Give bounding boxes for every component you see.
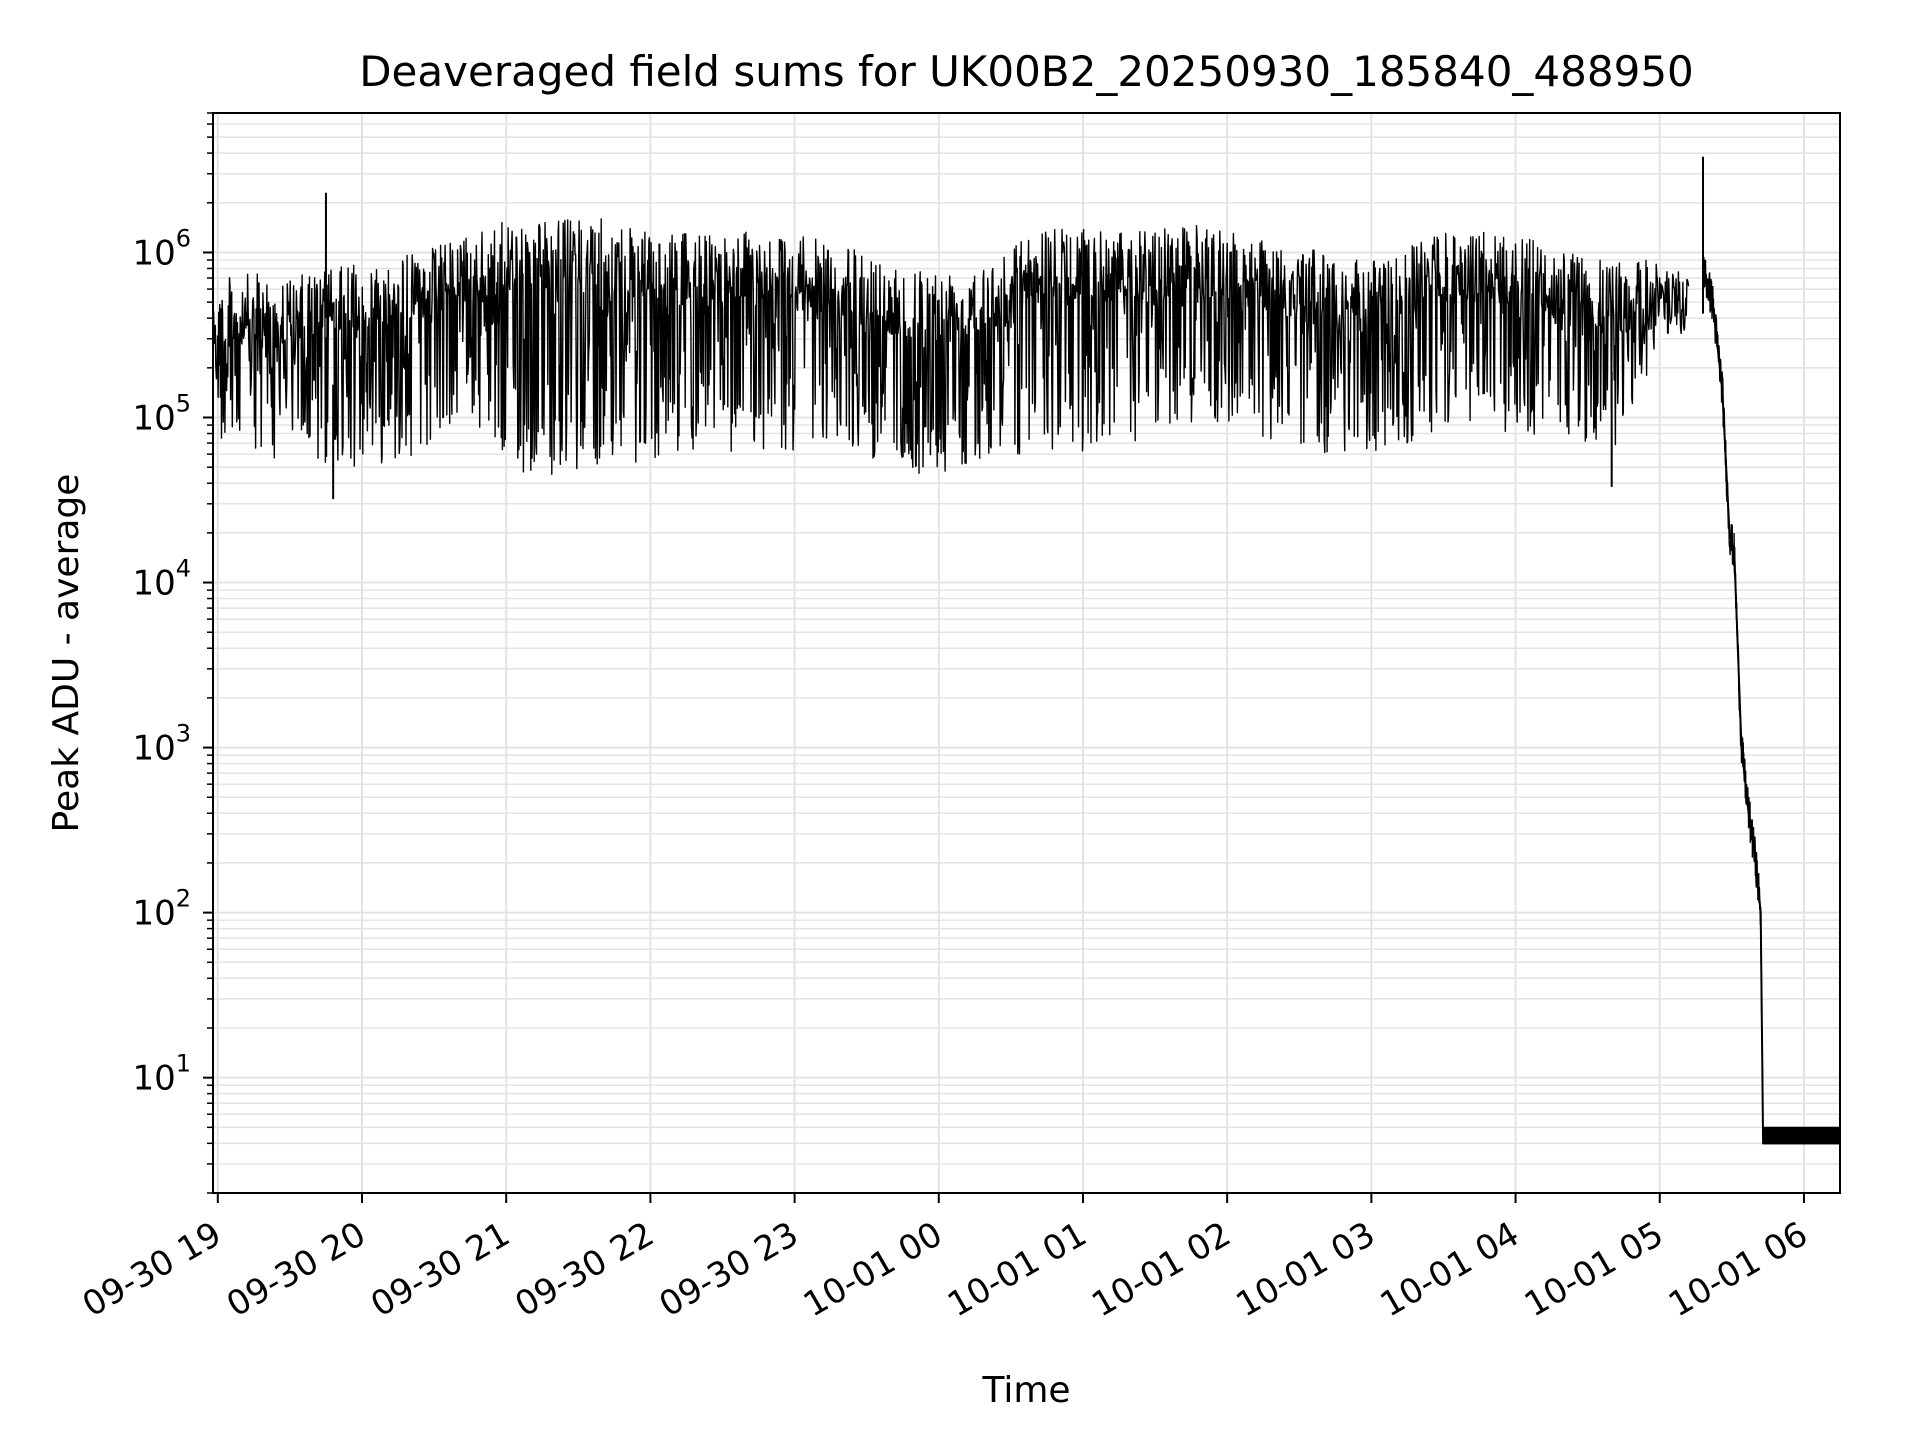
y-tick-exponent: 3 <box>176 720 191 748</box>
data-series-line <box>213 218 1690 475</box>
y-tick-exponent: 6 <box>176 224 191 252</box>
plot-frame <box>212 112 1841 1194</box>
y-tick-label: 101 <box>132 1050 191 1099</box>
x-axis-label: Time <box>981 1370 1070 1411</box>
y-tick-base: 10 <box>132 729 175 769</box>
y-tick-label: 104 <box>132 555 191 604</box>
y-tick-base: 10 <box>132 233 175 273</box>
data-decay-jitter <box>1702 256 1764 1133</box>
y-tick-label: 102 <box>132 885 191 934</box>
y-tick-label: 105 <box>132 390 191 439</box>
y-tick-base: 10 <box>132 1059 175 1099</box>
grid-layer <box>213 112 1840 1194</box>
y-tick-label: 103 <box>132 720 191 769</box>
y-tick-base: 10 <box>132 564 175 604</box>
data-floor-hash <box>1762 1127 1840 1144</box>
y-tick-exponent: 4 <box>176 555 191 583</box>
y-axis-label: Peak ADU - average <box>46 474 87 833</box>
y-tick-base: 10 <box>132 894 175 934</box>
y-tick-exponent: 5 <box>176 390 191 418</box>
chart-title: Deaveraged field sums for UK00B2_2025093… <box>359 47 1694 96</box>
y-tick-exponent: 1 <box>176 1050 191 1078</box>
y-tick-label: 106 <box>132 224 191 273</box>
y-tick-exponent: 2 <box>176 885 191 913</box>
y-tick-base: 10 <box>132 399 175 439</box>
data-layer <box>213 156 1840 1145</box>
